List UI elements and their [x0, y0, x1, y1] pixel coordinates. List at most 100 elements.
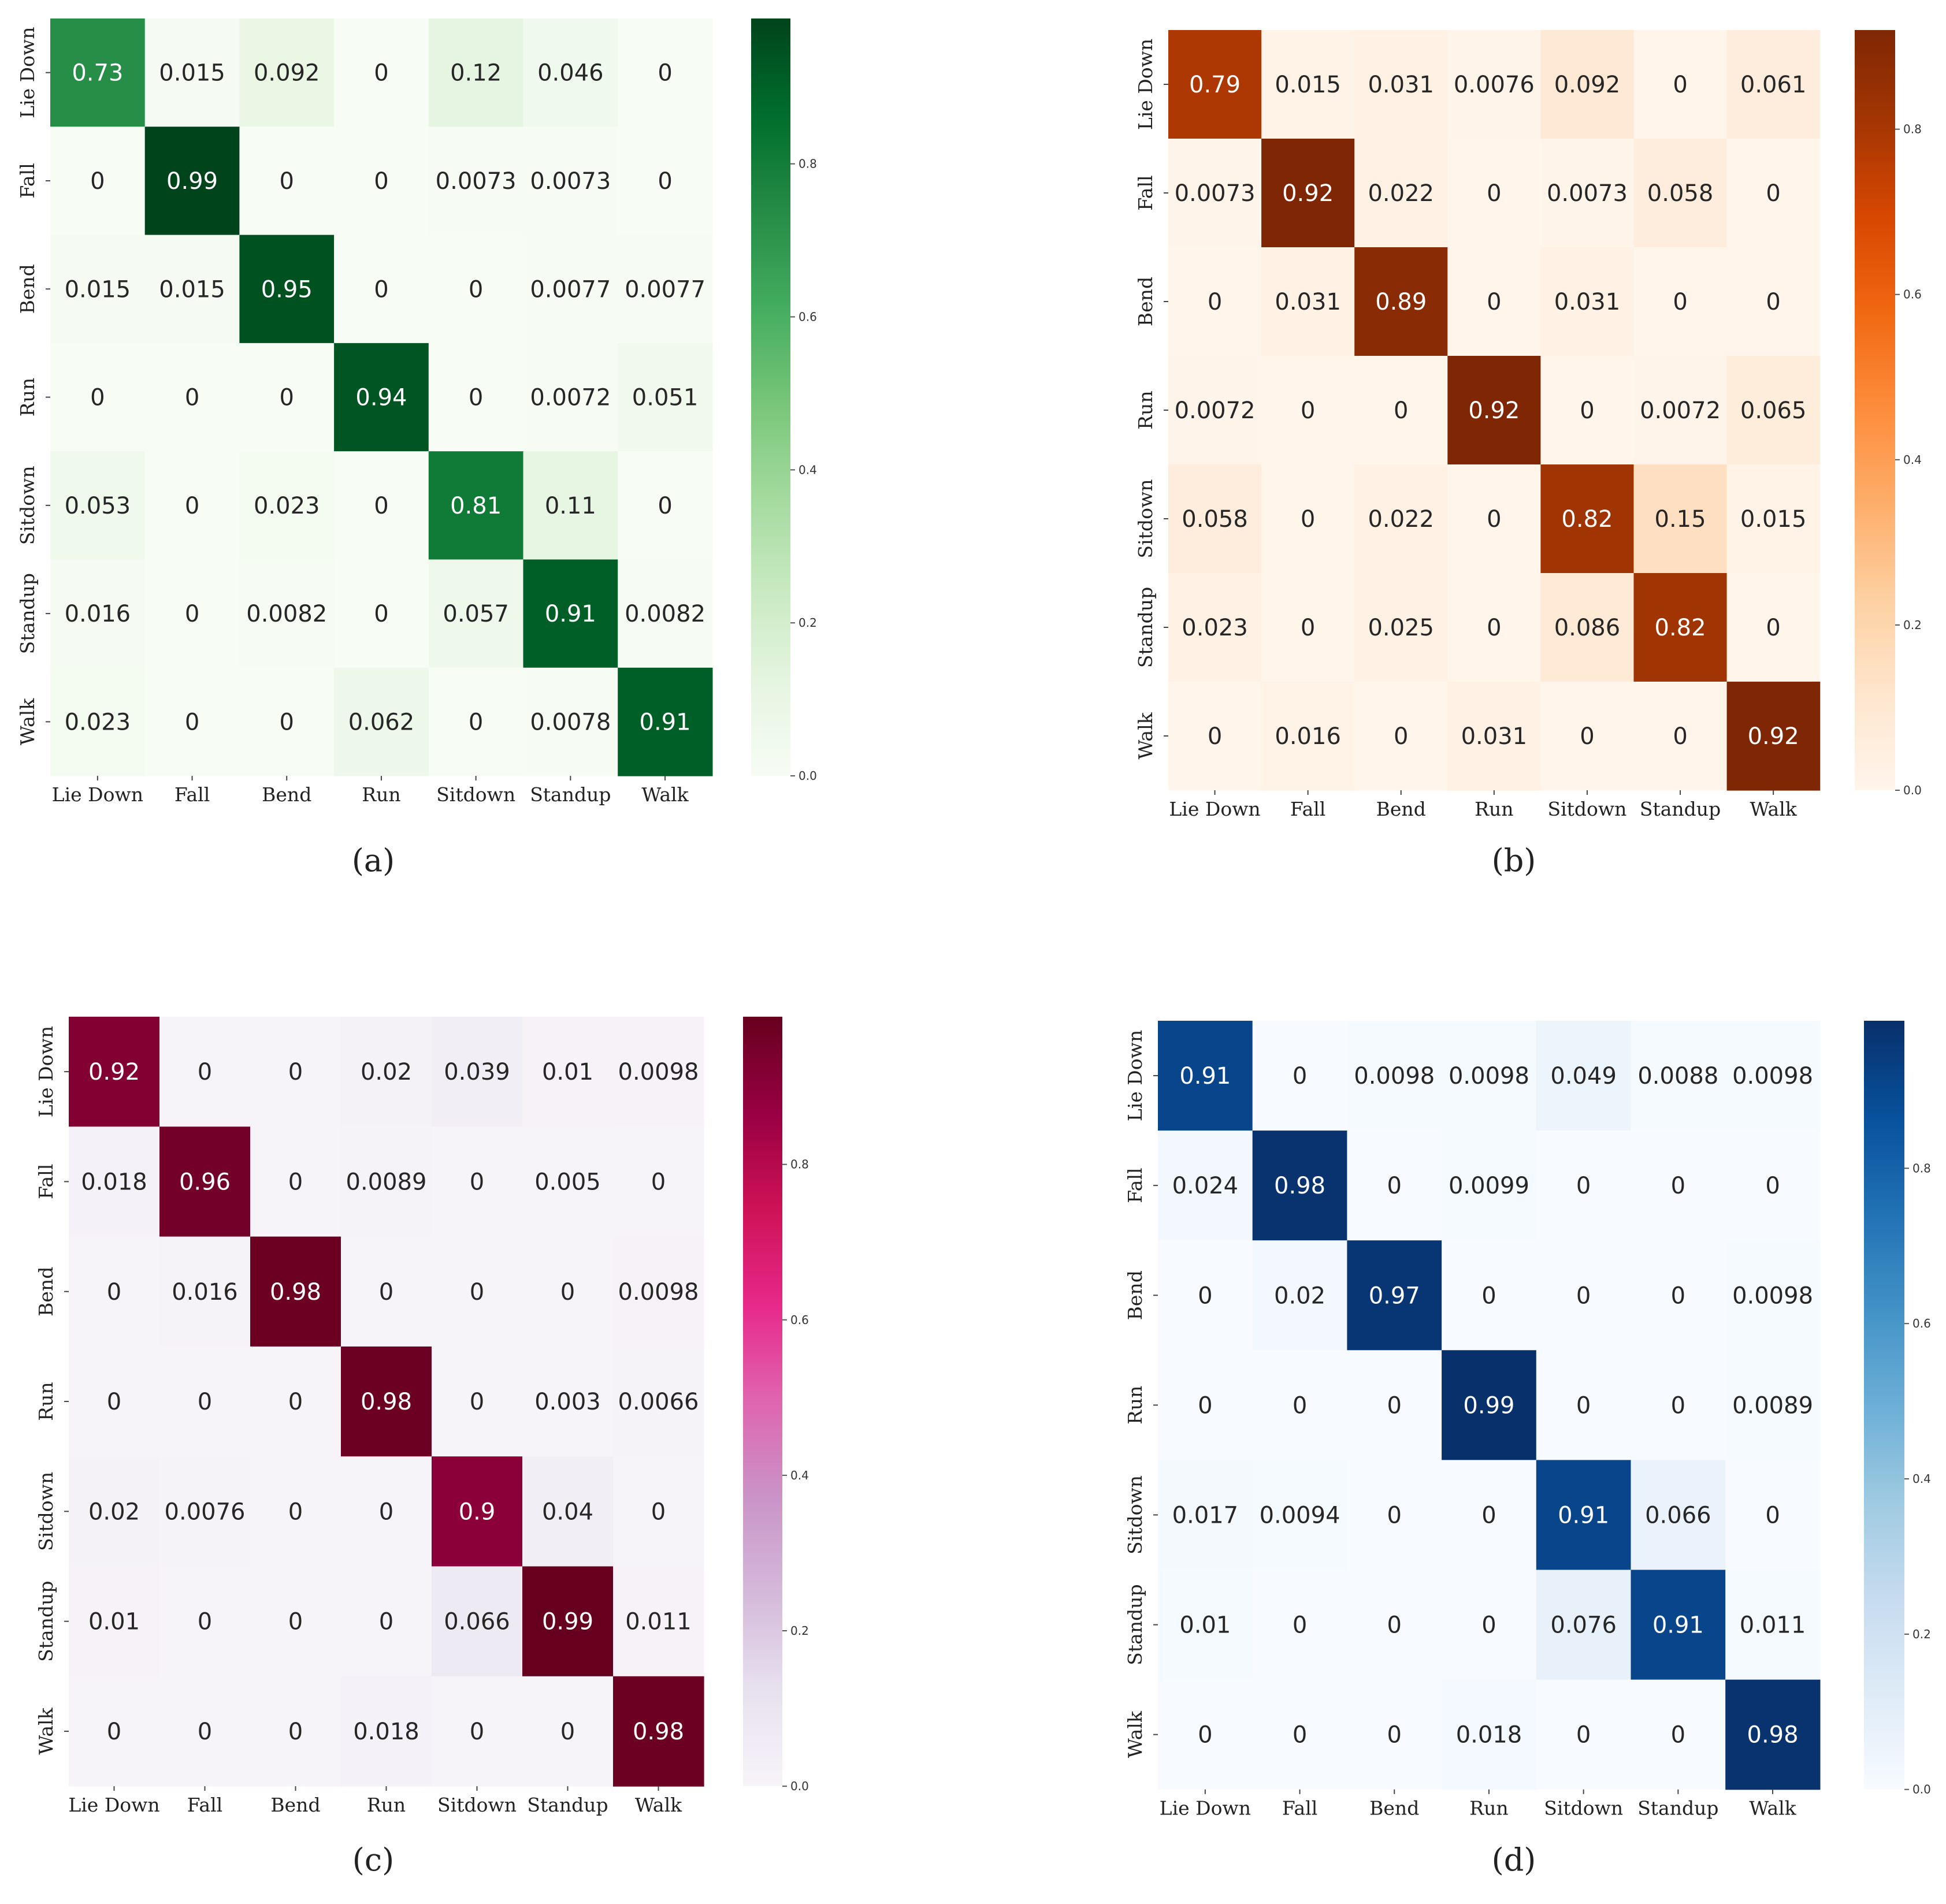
heatmap-cell-standup-bend — [1347, 1570, 1442, 1680]
colorbar-tick-label: 0.2 — [1903, 618, 1922, 632]
heatmap-cell-lie-down-fall — [1252, 1021, 1347, 1131]
cell-value-label: 0 — [1580, 397, 1594, 424]
heatmap-cell-sitdown-run — [1442, 1460, 1537, 1571]
heatmap-cell-run-fall — [159, 1346, 251, 1457]
heatmap-cell-lie-down-bend — [250, 1017, 341, 1127]
cell-value-label: 0.0073 — [1547, 180, 1628, 207]
heatmap-cell-run-run — [341, 1346, 432, 1457]
heatmap-cell-run-lie-down — [1168, 356, 1262, 465]
heatmap-cell-lie-down-sitdown — [432, 1017, 523, 1127]
cell-value-label: 0 — [288, 1389, 303, 1415]
heatmap-cell-sitdown-lie-down — [1168, 464, 1262, 574]
colorbar-gradient — [1864, 1021, 1904, 1790]
cell-value-label: 0 — [198, 1389, 212, 1415]
cell-value-label: 0.0098 — [618, 1279, 699, 1306]
heatmap-cell-fall-run — [334, 127, 429, 236]
cell-value-label: 0 — [469, 385, 483, 411]
colorbar-tick-label: 0.6 — [1903, 288, 1922, 302]
cell-value-label: 0 — [280, 168, 294, 195]
cell-value-label: 0.0076 — [1454, 72, 1535, 98]
cell-value-label: 0.91 — [1652, 1612, 1704, 1639]
cell-value-label: 0.031 — [1554, 289, 1621, 315]
cell-value-label: 0.039 — [444, 1059, 510, 1085]
cell-value-label: 0 — [185, 385, 199, 411]
y-tick-label: Sitdown — [16, 466, 39, 545]
heatmap-cells: 0.92 0 0 0.02 0.039 0.01 0.0098 0.018 0.96 0 0.008… — [69, 1017, 704, 1787]
x-tick-label: Sitdown — [436, 783, 515, 806]
panel-b: 0.79 0.015 0.031 0.0076 0.092 0 0.061 0.0073 0.9… — [1134, 30, 1922, 879]
cell-value-label: 0.018 — [81, 1169, 147, 1195]
y-tick-label: Lie Down — [16, 27, 39, 118]
cell-value-label: 0 — [651, 1169, 666, 1195]
cell-value-label: 0 — [1576, 1282, 1591, 1309]
cell-value-label: 0.066 — [1645, 1502, 1711, 1529]
cell-value-label: 0.98 — [270, 1279, 321, 1306]
heatmap-cell-sitdown-lie-down — [50, 451, 146, 560]
heatmap-cell-standup-lie-down — [50, 559, 146, 668]
colorbar-gradient — [751, 18, 790, 776]
cell-value-label: 0.02 — [361, 1059, 412, 1085]
heatmap-cell-bend-standup — [523, 235, 618, 344]
cell-value-label: 0 — [1293, 1063, 1307, 1089]
cell-value-label: 0.031 — [1275, 289, 1341, 315]
cell-value-label: 0.0073 — [1175, 180, 1256, 207]
panel-caption: (b) — [1492, 842, 1536, 879]
cell-value-label: 0.92 — [1468, 397, 1520, 424]
y-tick-label: Run — [35, 1382, 57, 1420]
cell-value-label: 0 — [560, 1279, 575, 1306]
colorbar-gradient — [1855, 30, 1895, 790]
cell-value-label: 0 — [379, 1279, 393, 1306]
x-tick-label: Run — [1475, 798, 1513, 820]
heatmap-cell-standup-fall — [1252, 1570, 1347, 1680]
heatmap-cell-standup-walk — [618, 559, 713, 668]
heatmap-cell-bend-run — [1442, 1240, 1537, 1351]
cell-value-label: 0.031 — [1368, 72, 1434, 98]
cell-value-label: 0.058 — [1182, 506, 1248, 533]
heatmap-cell-run-sitdown — [1536, 1350, 1632, 1460]
cell-value-label: 0 — [1387, 1612, 1402, 1639]
cell-value-label: 0 — [658, 60, 672, 87]
cell-value-label: 0 — [374, 168, 388, 195]
heatmap-cell-fall-fall — [159, 1126, 251, 1237]
cell-value-label: 0 — [1301, 615, 1315, 641]
y-tick-label: Walk — [35, 1707, 57, 1754]
heatmap-cell-walk-run — [1442, 1679, 1537, 1790]
heatmap-cell-fall-fall — [144, 127, 240, 236]
cell-value-label: 0.057 — [443, 601, 509, 627]
heatmap-cell-run-bend — [250, 1346, 341, 1457]
y-tick-label: Fall — [35, 1164, 57, 1199]
cell-value-label: 0.031 — [1461, 723, 1528, 750]
heatmap-cell-bend-lie-down — [1158, 1240, 1253, 1351]
heatmap-cell-fall-standup — [1633, 139, 1728, 248]
heatmap-cell-sitdown-walk — [1726, 464, 1821, 574]
heatmap-cell-fall-walk — [1726, 139, 1821, 248]
cell-value-label: 0.92 — [1282, 180, 1334, 207]
cell-value-label: 0 — [1293, 1722, 1307, 1749]
colorbar-tick-label: 0.6 — [790, 1313, 809, 1327]
heatmap-cell-run-run — [1447, 356, 1541, 465]
cell-value-label: 0.82 — [1561, 506, 1613, 533]
cell-value-label: 0.015 — [1740, 506, 1807, 533]
cell-value-label: 0.0078 — [530, 709, 611, 735]
heatmap-cell-lie-down-lie-down — [1168, 30, 1262, 139]
colorbar-tick-label: 0.0 — [790, 1779, 809, 1793]
cell-value-label: 0 — [1301, 506, 1315, 533]
colorbar-tick-label: 0.2 — [790, 1624, 809, 1638]
x-tick-labels: Lie Down Fall Bend Run Sitdown Standup Walk — [68, 1786, 682, 1816]
cell-value-label: 0 — [185, 709, 199, 735]
cell-value-label: 0 — [198, 1059, 212, 1085]
heatmap-cell-fall-sitdown — [428, 127, 524, 236]
heatmap-cell-bend-bend — [1347, 1240, 1442, 1351]
cell-value-label: 0.91 — [1558, 1502, 1609, 1529]
cell-value-label: 0.97 — [1369, 1282, 1420, 1309]
heatmap-cell-sitdown-sitdown — [428, 451, 524, 560]
cell-value-label: 0.016 — [172, 1279, 238, 1306]
heatmap-cell-sitdown-walk — [613, 1456, 704, 1567]
heatmap-cell-bend-sitdown — [432, 1236, 523, 1347]
heatmap-cell-walk-run — [334, 667, 429, 776]
y-tick-label: Standup — [35, 1581, 57, 1661]
cell-value-label: 0.92 — [88, 1059, 140, 1085]
colorbar: 0.0 0.2 0.4 0.6 0.8 — [1855, 30, 1922, 797]
heatmap-cell-fall-lie-down — [69, 1126, 160, 1237]
x-tick-label: Walk — [641, 783, 689, 806]
